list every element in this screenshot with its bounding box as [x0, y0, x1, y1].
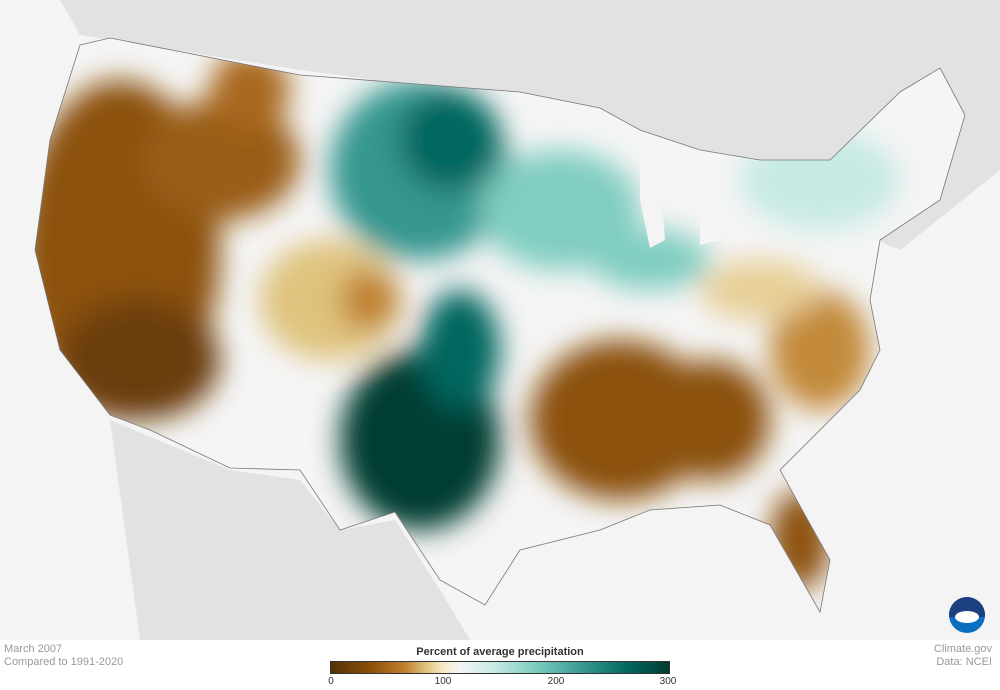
caption-baseline: Compared to 1991-2020 — [4, 656, 124, 668]
great-lakes — [640, 150, 725, 248]
legend-colorbar — [330, 661, 670, 674]
caption: March 2007 Compared to 1991-2020 — [4, 643, 123, 669]
noaa-logo — [949, 597, 985, 633]
legend-tick: 0 — [328, 676, 334, 687]
credit-site: Climate.gov — [933, 643, 992, 655]
legend-tick: 200 — [547, 676, 565, 687]
caption-date: March 2007 — [4, 643, 63, 655]
legend-tick: 100 — [434, 676, 452, 687]
legend-title: Percent of average precipitation — [416, 646, 584, 658]
us-border — [34, 37, 966, 614]
mexico-landmass — [110, 420, 470, 640]
precipitation-map — [34, 0, 1000, 640]
credit-source: Data: NCEI — [936, 656, 992, 668]
credits: Climate.gov Data: NCEI — [934, 643, 992, 669]
legend-tick: 300 — [659, 676, 677, 687]
